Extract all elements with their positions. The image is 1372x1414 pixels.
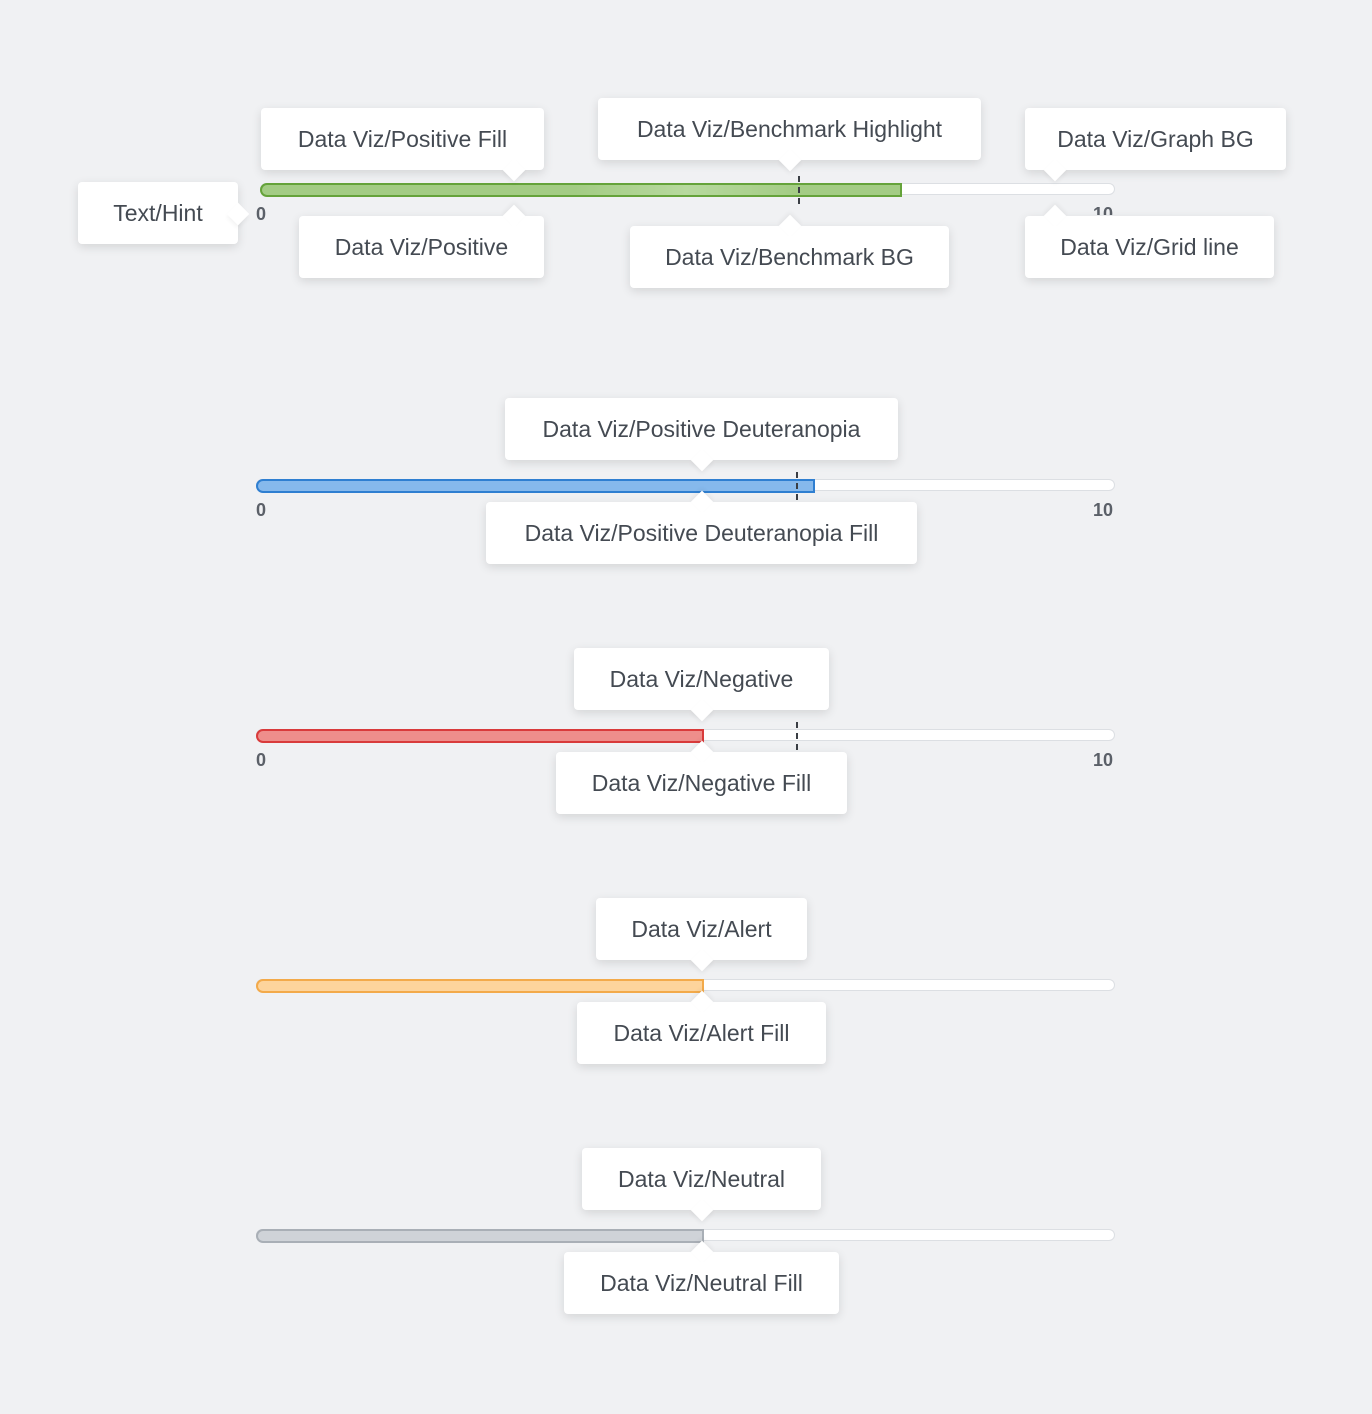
tooltip-neutral: Data Viz/Neutral bbox=[582, 1148, 821, 1210]
tooltip-label: Data Viz/Graph BG bbox=[1057, 125, 1254, 152]
tooltip-label: Data Viz/Positive Fill bbox=[297, 125, 508, 152]
tooltip-graph-bg: Data Viz/Graph BG bbox=[1025, 108, 1286, 170]
axis-label-max: 10 bbox=[1093, 750, 1114, 770]
tooltip-positive-deuteranopia-fill: Data Viz/Positive Deuteranopia Fill bbox=[486, 502, 917, 564]
tooltip-grid-line: Data Viz/Grid line bbox=[1025, 216, 1274, 278]
negative-fill-bar bbox=[256, 729, 704, 743]
graph-bg-track bbox=[256, 979, 1115, 993]
tooltip-benchmark-bg: Data Viz/Benchmark BG bbox=[630, 226, 949, 288]
tooltip-label: Data Viz/Grid line bbox=[1060, 233, 1239, 260]
tooltip-label: Data Viz/Negative Fill bbox=[591, 769, 812, 796]
benchmark-line bbox=[796, 472, 799, 500]
benchmark-line bbox=[797, 176, 800, 204]
tooltip-label: Text/Hint bbox=[113, 199, 203, 226]
axis-label-max: 10 bbox=[1093, 205, 1114, 215]
tooltip-label: Data Viz/Positive Deuteranopia bbox=[542, 415, 861, 442]
axis-label-min: 0 bbox=[256, 500, 267, 520]
neutral-fill-bar bbox=[256, 1229, 704, 1243]
tooltip-label: Data Viz/Benchmark BG bbox=[665, 243, 914, 270]
graph-bg-track bbox=[256, 729, 1115, 743]
graph-bg-track bbox=[256, 1229, 1115, 1243]
positive-fill-bar bbox=[260, 183, 903, 197]
benchmark-line bbox=[796, 722, 799, 750]
tooltip-positive: Data Viz/Positive bbox=[299, 216, 544, 278]
tooltip-label: Data Viz/Positive Deuteranopia Fill bbox=[524, 519, 879, 546]
graph-bg-track bbox=[260, 183, 1115, 197]
tooltip-neutral-fill: Data Viz/Neutral Fill bbox=[564, 1252, 839, 1314]
tooltip-positive-deuteranopia: Data Viz/Positive Deuteranopia bbox=[505, 398, 898, 460]
tooltip-alert-fill: Data Viz/Alert Fill bbox=[577, 1002, 826, 1064]
tooltip-label: Data Viz/Neutral bbox=[617, 1165, 786, 1192]
tooltip-negative: Data Viz/Negative bbox=[574, 648, 829, 710]
tooltip-label: Data Viz/Alert bbox=[631, 915, 772, 942]
axis-label-max: 10 bbox=[1093, 500, 1114, 520]
tooltip-positive-fill: Data Viz/Positive Fill bbox=[261, 108, 544, 170]
alert-fill-bar bbox=[256, 979, 704, 993]
tooltip-alert: Data Viz/Alert bbox=[596, 898, 807, 960]
tooltip-label: Data Viz/Positive bbox=[334, 233, 509, 260]
tooltip-label: Data Viz/Benchmark Highlight bbox=[636, 115, 943, 142]
axis-label-min: 0 bbox=[256, 204, 267, 224]
tooltip-label: Data Viz/Neutral Fill bbox=[600, 1269, 803, 1296]
graph-bg-track bbox=[256, 479, 1115, 493]
tooltip-label: Data Viz/Alert Fill bbox=[613, 1019, 790, 1046]
tooltip-label: Data Viz/Negative bbox=[609, 665, 794, 692]
tooltip-negative-fill: Data Viz/Negative Fill bbox=[556, 752, 847, 814]
tooltip-text-hint: Text/Hint bbox=[78, 182, 238, 244]
deuteranopia-fill-bar bbox=[256, 479, 816, 493]
tooltip-benchmark-highlight: Data Viz/Benchmark Highlight bbox=[598, 98, 981, 160]
axis-label-min: 0 bbox=[256, 750, 267, 770]
